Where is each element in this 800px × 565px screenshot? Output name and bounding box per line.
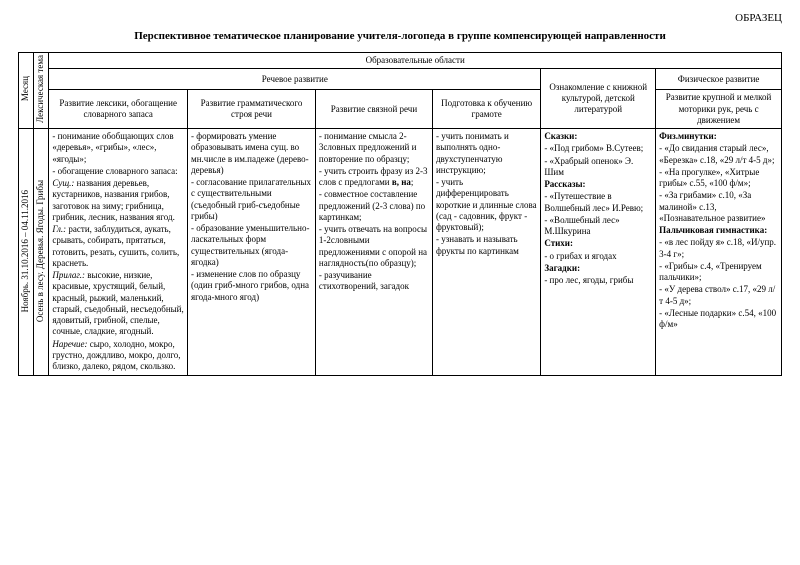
header-col2: Развитие грамматического строя речи [188,90,316,129]
header-month: Месяц [19,53,34,129]
cell-connected-speech: - понимание смысла 2-3словных предложени… [315,129,432,376]
header-col1: Развитие лексики, обогащение словарного … [49,90,188,129]
header-col6: Развитие крупной и мелкой моторики рук, … [656,90,782,129]
row-month: Ноябрь. 31.10.2016 – 04.11.2016 [19,129,34,376]
header-speech-dev: Речевое развитие [49,69,541,90]
header-col5: Ознакомление с книжной культурой, детско… [541,69,656,129]
sample-label: ОБРАЗЕЦ [18,12,782,24]
cell-motor: Физ.минутки:- «До свидания старый лес», … [656,129,782,376]
cell-literature: Сказки:- «Под грибом» В.Сутеев;- «Храбры… [541,129,656,376]
planning-table: Месяц Лексическая тема Образовательные о… [18,52,782,376]
row-theme: Осень в лесу. Деревья. Ягоды. Грибы [34,129,49,376]
header-lex-theme: Лексическая тема [34,53,49,129]
header-phys-dev: Физическое развитие [656,69,782,90]
header-col4: Подготовка к обучению грамоте [432,90,540,129]
header-edu-areas: Образовательные области [49,53,782,69]
page-title: Перспективное тематическое планирование … [18,30,782,42]
cell-lexicon: - понимание обобщающих слов «деревья», «… [49,129,188,376]
cell-grammar: - формировать умение образовывать имена … [188,129,316,376]
cell-literacy: - учить понимать и выполнять одно-двухст… [432,129,540,376]
header-col3: Развитие связной речи [315,90,432,129]
